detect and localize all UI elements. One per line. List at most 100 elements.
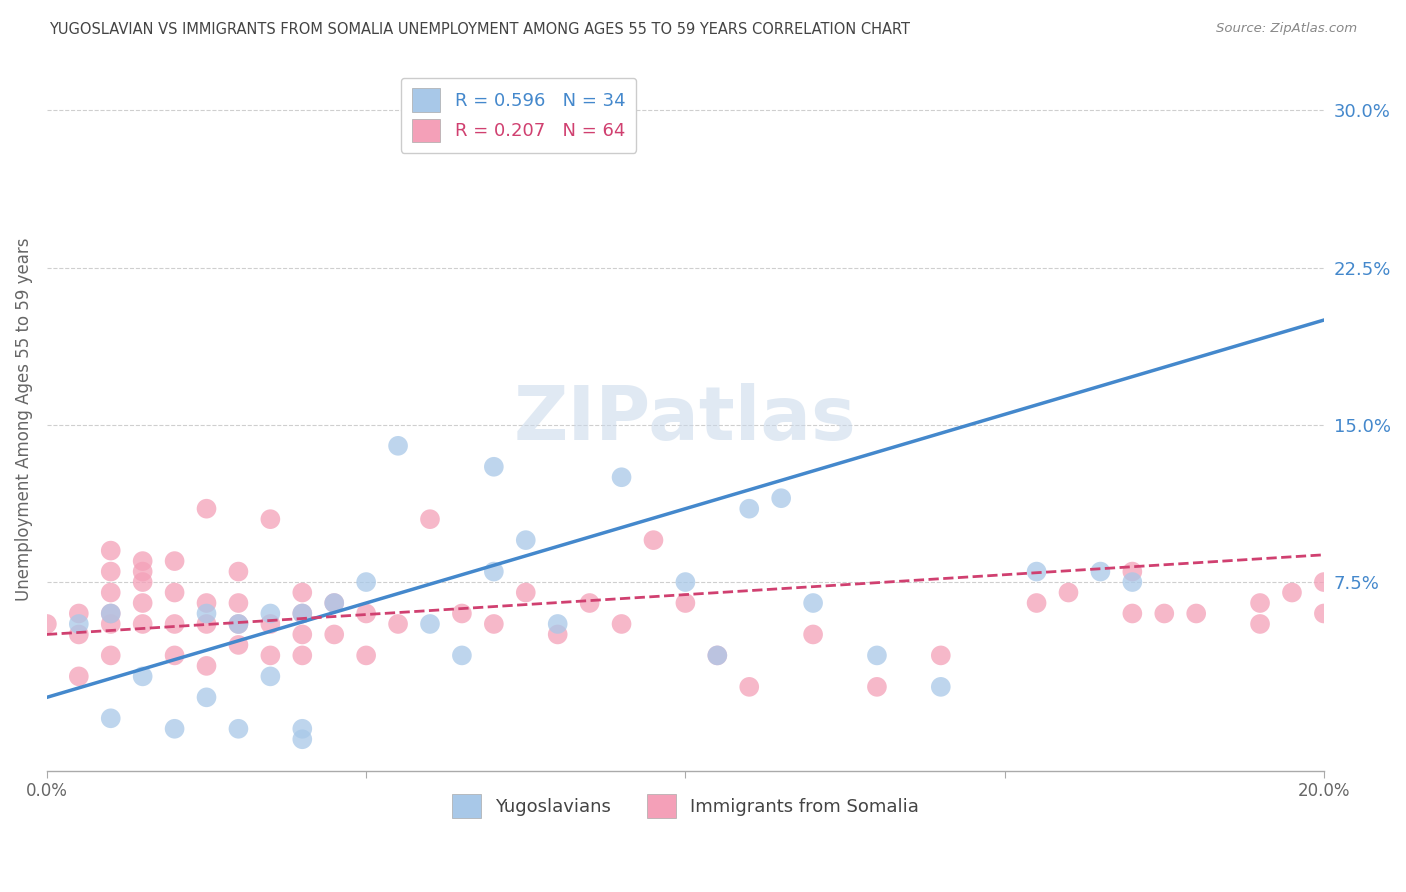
Point [131,596,153,610]
Point [291,627,314,641]
Point [354,575,377,590]
Point [100,648,122,663]
Point [67,617,90,632]
Point [228,617,250,632]
Point [866,680,889,694]
Point [100,711,122,725]
Point [387,439,409,453]
Point [706,648,728,663]
Point [131,554,153,568]
Point [259,617,281,632]
Point [547,617,569,632]
Point [1249,617,1271,632]
Point [195,659,218,673]
Point [291,732,314,747]
Point [291,585,314,599]
Point [67,607,90,621]
Point [482,565,505,579]
Point [195,607,218,621]
Point [35,617,58,632]
Point [866,648,889,663]
Point [419,617,441,632]
Point [228,722,250,736]
Point [131,617,153,632]
Text: ZIPatlas: ZIPatlas [515,383,856,456]
Point [131,575,153,590]
Point [163,722,186,736]
Point [1153,607,1175,621]
Point [1249,596,1271,610]
Point [100,607,122,621]
Point [259,607,281,621]
Point [1313,575,1336,590]
Point [195,690,218,705]
Point [163,648,186,663]
Point [578,596,600,610]
Point [131,565,153,579]
Text: YUGOSLAVIAN VS IMMIGRANTS FROM SOMALIA UNEMPLOYMENT AMONG AGES 55 TO 59 YEARS CO: YUGOSLAVIAN VS IMMIGRANTS FROM SOMALIA U… [49,22,910,37]
Point [100,585,122,599]
Legend: Yugoslavians, Immigrants from Somalia: Yugoslavians, Immigrants from Somalia [444,788,927,825]
Point [100,565,122,579]
Point [228,565,250,579]
Point [610,617,633,632]
Point [228,596,250,610]
Point [323,596,346,610]
Point [673,596,696,610]
Point [228,638,250,652]
Point [291,722,314,736]
Point [929,680,952,694]
Point [163,617,186,632]
Point [163,554,186,568]
Point [673,575,696,590]
Point [195,596,218,610]
Point [706,648,728,663]
Point [1025,565,1047,579]
Point [354,607,377,621]
Point [515,585,537,599]
Point [515,533,537,548]
Point [1025,596,1047,610]
Point [259,648,281,663]
Point [1281,585,1303,599]
Point [195,617,218,632]
Point [354,648,377,663]
Point [291,607,314,621]
Y-axis label: Unemployment Among Ages 55 to 59 years: Unemployment Among Ages 55 to 59 years [15,238,32,601]
Point [770,491,793,506]
Point [323,596,346,610]
Point [419,512,441,526]
Point [482,459,505,474]
Point [195,501,218,516]
Point [67,627,90,641]
Point [387,617,409,632]
Point [1090,565,1112,579]
Point [547,627,569,641]
Point [1057,585,1080,599]
Point [291,648,314,663]
Point [929,648,952,663]
Point [482,617,505,632]
Point [100,543,122,558]
Point [291,607,314,621]
Point [228,617,250,632]
Text: Source: ZipAtlas.com: Source: ZipAtlas.com [1216,22,1357,36]
Point [1313,607,1336,621]
Point [131,669,153,683]
Point [67,669,90,683]
Point [801,627,824,641]
Point [801,596,824,610]
Point [451,648,474,663]
Point [1121,565,1143,579]
Point [451,607,474,621]
Point [738,501,761,516]
Point [323,627,346,641]
Point [1121,607,1143,621]
Point [1185,607,1208,621]
Point [1121,575,1143,590]
Point [259,669,281,683]
Point [643,533,665,548]
Point [100,607,122,621]
Point [259,512,281,526]
Point [738,680,761,694]
